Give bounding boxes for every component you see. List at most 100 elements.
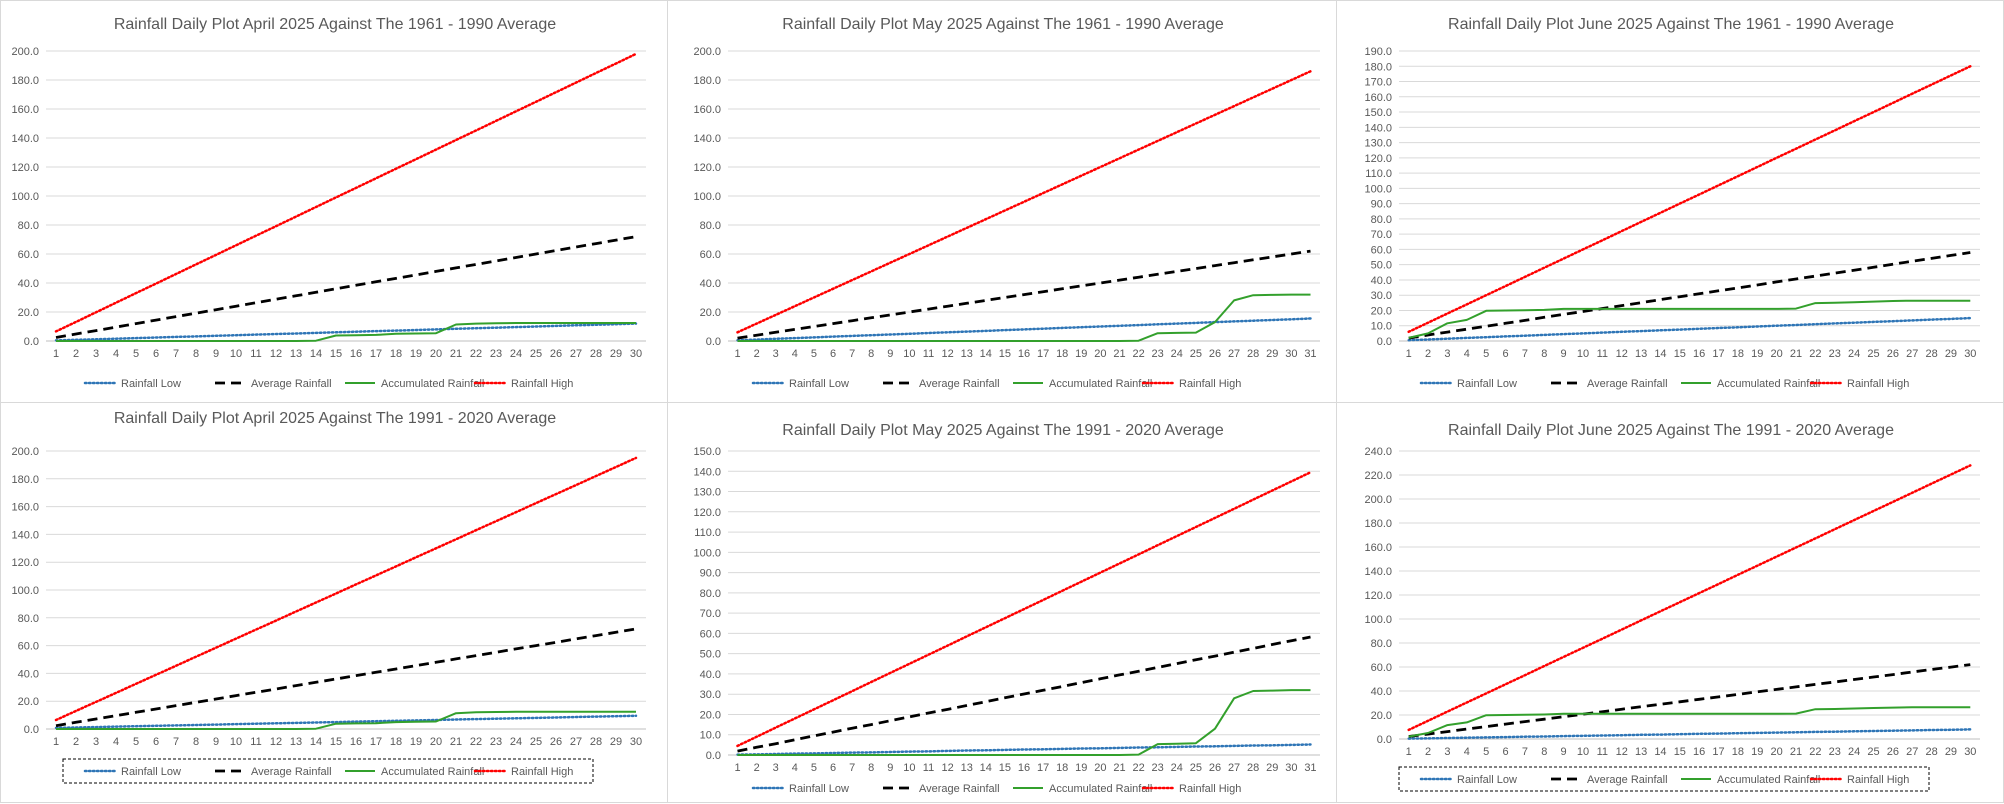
x-tick-label: 1 [53,736,59,748]
x-tick-label: 26 [550,348,562,360]
y-tick-label: 80.0 [18,613,39,625]
x-tick-label: 16 [1693,348,1705,360]
series-line-rainfall-low [54,322,638,342]
x-tick-label: 19 [1075,762,1087,774]
x-tick-label: 24 [1848,348,1860,360]
legend-label: Rainfall High [1179,783,1241,795]
x-tick-label: 13 [1635,746,1647,758]
x-tick-label: 27 [1228,348,1240,360]
series-line-average-rainfall [1408,251,1971,340]
chart-title: Rainfall Daily Plot May 2025 Against The… [782,422,1224,439]
chart-panel-april-1991-2020: Rainfall Daily Plot April 2025 Against T… [0,402,668,803]
x-tick-label: 11 [1597,746,1608,758]
x-tick-label: 19 [410,348,422,360]
x-tick-label: 14 [1654,348,1666,360]
x-tick-label: 14 [310,348,322,360]
x-tick-label: 17 [370,348,382,360]
x-tick-label: 23 [1829,746,1841,758]
legend-label: Accumulated Rainfall [1717,378,1820,390]
x-tick-label: 21 [1113,762,1125,774]
x-tick-label: 20 [1771,348,1783,360]
series-line-average-rainfall [737,249,1311,340]
y-tick-label: 60.0 [700,249,721,261]
series-line-average-rainfall [1408,663,1971,738]
x-tick-label: 30 [1964,348,1976,360]
x-tick-label: 1 [1406,348,1412,360]
x-tick-label: 22 [1132,348,1144,360]
x-tick-label: 31 [1304,762,1316,774]
x-tick-label: 16 [1018,762,1030,774]
y-tick-label: 20.0 [1371,710,1392,722]
x-tick-label: 1 [734,762,740,774]
y-tick-label: 190.0 [1364,46,1392,58]
x-tick-label: 30 [1285,348,1297,360]
x-tick-label: 26 [550,736,562,748]
x-tick-label: 6 [830,762,836,774]
x-tick-label: 23 [490,736,502,748]
x-tick-label: 9 [887,762,893,774]
x-tick-label: 12 [270,348,282,360]
x-tick-label: 18 [390,348,402,360]
legend-label: Rainfall High [511,378,573,390]
x-tick-label: 5 [811,348,817,360]
x-tick-label: 2 [1425,746,1431,758]
y-tick-label: 150.0 [693,446,721,458]
x-tick-label: 18 [1056,762,1068,774]
x-tick-label: 1 [734,348,740,360]
y-tick-label: 140.0 [693,466,721,478]
y-tick-label: 80.0 [1371,214,1392,226]
x-tick-label: 16 [350,348,362,360]
chart-svg: Rainfall Daily Plot April 2025 Against T… [11,410,646,784]
x-tick-label: 4 [792,348,798,360]
x-tick-label: 7 [173,348,179,360]
legend-label: Accumulated Rainfall [1049,783,1152,795]
y-tick-label: 130.0 [1364,138,1392,150]
legend-label: Accumulated Rainfall [381,766,484,778]
x-tick-label: 13 [1635,348,1647,360]
x-tick-label: 3 [1444,746,1450,758]
y-tick-label: 200.0 [1364,494,1392,506]
x-tick-label: 25 [1867,746,1879,758]
x-tick-label: 18 [1732,348,1744,360]
legend-label: Average Rainfall [919,378,1000,390]
x-tick-label: 11 [250,736,261,748]
x-tick-label: 5 [811,762,817,774]
x-tick-label: 18 [1056,348,1068,360]
x-tick-label: 21 [1790,746,1802,758]
legend-label: Accumulated Rainfall [1717,774,1820,786]
x-tick-label: 23 [1152,348,1164,360]
legend-label: Accumulated Rainfall [1049,378,1152,390]
x-tick-label: 24 [510,736,522,748]
x-tick-label: 10 [903,762,915,774]
y-tick-label: 0.0 [706,750,721,762]
x-tick-label: 22 [1809,348,1821,360]
x-tick-label: 13 [290,736,302,748]
y-tick-label: 170.0 [1364,77,1392,89]
y-tick-label: 80.0 [700,588,721,600]
x-tick-label: 28 [1247,348,1259,360]
x-tick-label: 10 [1577,348,1589,360]
x-tick-label: 2 [1425,348,1431,360]
y-tick-label: 40.0 [700,278,721,290]
y-tick-label: 180.0 [1364,61,1392,73]
x-tick-label: 14 [1654,746,1666,758]
x-tick-label: 20 [430,736,442,748]
y-tick-label: 60.0 [1371,662,1392,674]
x-tick-label: 9 [213,736,219,748]
x-tick-label: 19 [1075,348,1087,360]
x-tick-label: 29 [1266,762,1278,774]
series-line-average-rainfall [55,627,637,728]
x-tick-label: 24 [1171,348,1183,360]
x-tick-label: 3 [1444,348,1450,360]
x-tick-label: 21 [1790,348,1802,360]
x-tick-label: 15 [999,762,1011,774]
x-tick-label: 19 [1751,746,1763,758]
legend-label: Rainfall Low [121,378,181,390]
x-tick-label: 18 [1732,746,1744,758]
x-tick-label: 28 [1925,746,1937,758]
y-tick-label: 60.0 [1371,244,1392,256]
legend-label: Rainfall Low [789,783,849,795]
y-tick-label: 100.0 [11,585,39,597]
series-line-average-rainfall [737,635,1311,753]
x-tick-label: 22 [470,348,482,360]
